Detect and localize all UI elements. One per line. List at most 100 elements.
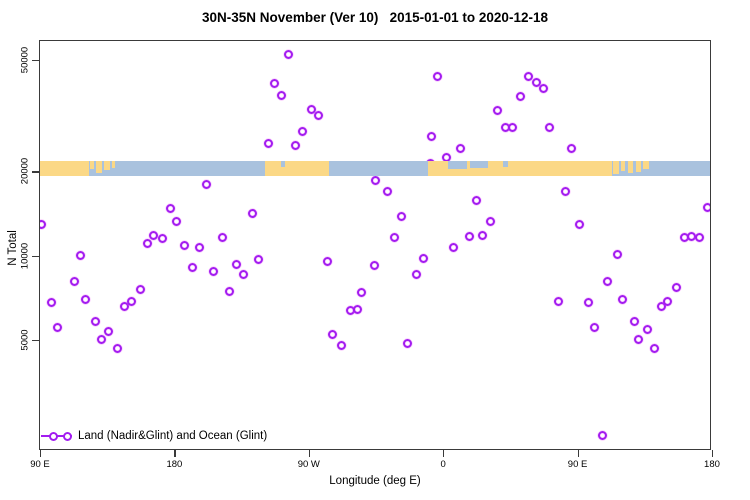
data-point — [403, 339, 413, 349]
x-tick-label: 180 — [166, 459, 183, 470]
land-segment — [112, 161, 116, 168]
data-point — [46, 298, 56, 308]
data-point — [357, 288, 367, 298]
data-point — [412, 269, 422, 279]
data-point — [253, 254, 263, 264]
data-point — [471, 196, 481, 206]
data-point — [567, 144, 577, 154]
data-point — [328, 330, 338, 340]
data-point — [165, 203, 175, 213]
data-point — [239, 269, 249, 279]
data-point — [112, 343, 122, 353]
data-point — [127, 297, 137, 307]
data-point — [371, 176, 381, 186]
land-segment — [643, 161, 649, 170]
legend: Land (Nadir&Glint) and Ocean (Glint) — [41, 429, 267, 443]
y-tick-label: 5000 — [19, 329, 31, 351]
data-point — [603, 276, 613, 286]
data-point — [508, 123, 518, 133]
data-point — [322, 257, 332, 267]
data-point — [209, 267, 219, 277]
data-point — [629, 317, 639, 327]
x-tick-mark — [308, 450, 310, 457]
x-tick-label: 180 — [704, 459, 720, 470]
data-point — [389, 233, 399, 243]
data-point — [135, 284, 145, 294]
data-point — [39, 220, 46, 230]
data-point — [657, 302, 667, 312]
data-point — [283, 50, 293, 60]
data-point — [672, 283, 682, 293]
land-segment — [613, 161, 619, 174]
y-tick-label: 20000 — [19, 158, 31, 185]
data-point — [180, 240, 190, 250]
data-point — [157, 234, 167, 244]
data-point — [218, 233, 228, 243]
data-point — [397, 212, 407, 222]
data-point — [75, 251, 85, 261]
data-point — [538, 84, 548, 94]
y-tick-mark — [32, 340, 39, 342]
data-point — [618, 295, 628, 305]
data-point — [194, 242, 204, 252]
data-point — [419, 253, 429, 263]
data-point — [382, 187, 392, 197]
ocean-notch — [470, 161, 488, 168]
data-point — [703, 202, 711, 212]
data-point — [291, 141, 301, 151]
data-point — [276, 91, 286, 101]
data-point — [187, 262, 197, 272]
x-tick-label: 90 W — [297, 459, 320, 470]
data-point — [232, 259, 242, 269]
data-point — [523, 71, 533, 81]
data-point — [336, 341, 346, 351]
data-point — [352, 305, 362, 315]
land-segment — [90, 161, 94, 170]
data-point — [455, 144, 465, 154]
data-point — [485, 216, 495, 226]
ocean-notch — [502, 161, 509, 167]
x-tick-mark — [40, 450, 42, 457]
data-point — [427, 132, 437, 142]
data-point — [120, 302, 130, 312]
data-point — [433, 71, 443, 81]
data-point — [642, 325, 652, 335]
data-point — [143, 238, 153, 248]
data-point — [306, 104, 316, 114]
y-tick-label: 50000 — [19, 46, 31, 74]
data-point — [104, 326, 114, 336]
data-point — [464, 232, 474, 242]
legend-label: Land (Nadir&Glint) and Ocean (Glint) — [78, 430, 268, 442]
ocean-notch — [281, 161, 285, 167]
data-point — [612, 250, 622, 259]
data-point — [589, 323, 599, 333]
land-segment — [264, 161, 329, 176]
data-point — [663, 297, 673, 307]
data-point — [545, 123, 555, 133]
data-point — [583, 298, 593, 308]
data-point — [81, 295, 91, 305]
y-tick-mark — [32, 255, 39, 257]
land-segment — [620, 161, 626, 171]
data-point — [516, 92, 526, 102]
data-point — [553, 297, 563, 307]
ocean-notch — [447, 161, 468, 169]
data-point — [172, 217, 182, 227]
y-tick-mark — [32, 171, 39, 173]
data-point — [369, 261, 379, 271]
land-segment — [635, 161, 642, 172]
y-tick-mark — [32, 60, 39, 62]
x-tick-mark — [174, 450, 176, 457]
data-point — [441, 152, 451, 162]
legend-circle-icon — [49, 431, 58, 441]
data-point — [225, 286, 235, 296]
data-point — [202, 180, 212, 190]
x-tick-label: 0 — [440, 459, 446, 470]
data-point — [314, 110, 324, 120]
data-point — [478, 231, 488, 241]
x-axis-title: Longitude (deg E) — [329, 475, 421, 487]
land-segment — [628, 161, 633, 173]
data-point — [91, 317, 101, 327]
x-tick-mark — [711, 450, 714, 457]
x-tick-label: 90 E — [567, 459, 588, 470]
